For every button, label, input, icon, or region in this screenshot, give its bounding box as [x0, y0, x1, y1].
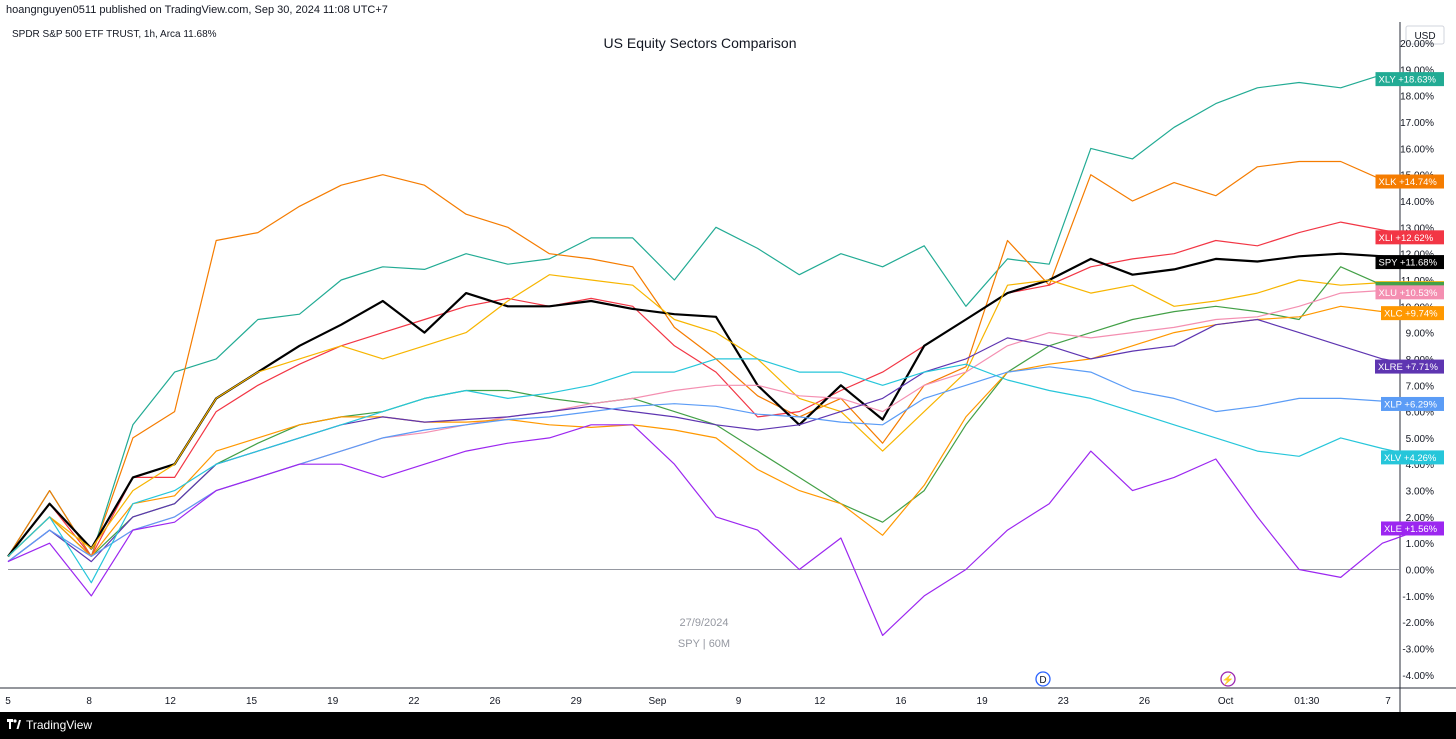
dividend-marker-label: D: [1039, 675, 1046, 686]
currency-button[interactable]: [1405, 25, 1445, 45]
x-tick-label: 8: [86, 696, 92, 707]
series-tag-xlv: XLV +4.26%: [1381, 450, 1444, 465]
chart-title: US Equity Sectors Comparison: [604, 35, 797, 51]
earnings-marker-label: ⚡: [1222, 673, 1234, 686]
series-line-xlc: [7, 305, 1425, 558]
x-tick-label: 12: [814, 696, 826, 707]
series-line-xlu: [7, 289, 1425, 563]
publish-info: hoangnguyen0511 published on TradingView…: [6, 4, 388, 16]
series-tag-bg: [1381, 396, 1444, 411]
series-tag-label: XLP +6.29%: [1384, 399, 1437, 410]
x-tick-label: 23: [1058, 696, 1070, 707]
x-tick-label: Sep: [649, 696, 667, 707]
y-tick-label: 5.00%: [1406, 434, 1434, 445]
series-tag-bg: [1375, 174, 1444, 189]
series-line-xlre: [7, 318, 1425, 563]
series-tag-spy: SPY +11.68%: [1375, 255, 1444, 270]
series-tag-bg: [1381, 306, 1444, 321]
series-tag-xlre: XLRE +7.71%: [1375, 359, 1444, 374]
y-tick-label: 18.00%: [1400, 92, 1434, 103]
x-tick-label: 12: [165, 696, 177, 707]
series-tag-label: XLY +18.63%: [1379, 75, 1437, 86]
chart-frame[interactable]: US Equity Sectors Comparison SPDR S&P 500…: [0, 22, 1456, 712]
x-tick-label: 26: [1139, 696, 1151, 707]
watermark-date: 27/9/2024: [680, 617, 729, 629]
series-tag-bg: [1375, 72, 1444, 87]
x-tick-label: 9: [736, 696, 742, 707]
series-tag-label: XLV +4.26%: [1384, 453, 1437, 464]
x-tick-label: 22: [408, 696, 420, 707]
x-tick-label: 26: [489, 696, 501, 707]
symbol-legend: SPDR S&P 500 ETF TRUST, 1h, Arca 11.68%: [12, 29, 217, 40]
y-tick-label: 7.00%: [1406, 381, 1434, 392]
series-tag-label: XLRE +7.71%: [1378, 362, 1438, 373]
y-tick-label: 13.00%: [1400, 223, 1434, 234]
x-tick-label: 15: [246, 696, 258, 707]
series-tag-xli: XLI +12.62%: [1375, 230, 1444, 245]
y-tick-label: 16.00%: [1400, 144, 1434, 155]
series-line-spy: [7, 252, 1425, 558]
series-tag-label: SPY +11.68%: [1379, 258, 1438, 269]
dividend-marker-icon[interactable]: [1035, 671, 1051, 687]
series-line-xlf: [7, 274, 1425, 557]
series-tag-xlk: XLK +14.74%: [1375, 174, 1444, 189]
series-tag-bg: [1375, 359, 1444, 374]
chart[interactable]: US Equity Sectors Comparison SPDR S&P 500…: [0, 22, 1456, 712]
x-tick-label: 7: [1385, 696, 1391, 707]
series-line-xlv: [7, 358, 1425, 584]
x-tick-label: 29: [571, 696, 583, 707]
y-tick-label: 6.00%: [1406, 408, 1434, 419]
y-tick-label: 2.00%: [1406, 513, 1434, 524]
x-tick-label: 19: [327, 696, 339, 707]
series-tag-bg: [1381, 521, 1444, 536]
series-tag-xlc: XLC +9.74%: [1381, 306, 1444, 321]
series-line-xle: [7, 424, 1425, 637]
y-tick-label: 9.00%: [1406, 329, 1434, 340]
series-tag-bg: [1375, 255, 1444, 270]
x-tick-label: 19: [977, 696, 989, 707]
series-tag-label: XLK +14.74%: [1379, 177, 1438, 188]
y-tick-label: 14.00%: [1400, 197, 1434, 208]
series-tag-label: XLU +10.53%: [1379, 288, 1438, 299]
x-tick-label: 01:30: [1294, 696, 1319, 707]
x-tick-label: Oct: [1218, 696, 1234, 707]
series-tag-xly: XLY +18.63%: [1375, 72, 1444, 87]
y-tick-label: -3.00%: [1402, 645, 1434, 656]
series-tag-bg: [1381, 450, 1444, 465]
y-tick-label: 1.00%: [1406, 539, 1434, 550]
y-tick-label: 20.00%: [1400, 39, 1434, 50]
series-tag-xlp: XLP +6.29%: [1381, 396, 1444, 411]
currency-label: USD: [1414, 31, 1435, 42]
earnings-marker-icon[interactable]: [1220, 671, 1236, 687]
y-tick-label: -4.00%: [1402, 671, 1434, 682]
series-line-xlb: [7, 266, 1425, 558]
x-tick-label: 16: [895, 696, 907, 707]
x-tick-label: 5: [5, 696, 11, 707]
series-tag-bg: [1375, 230, 1444, 245]
y-tick-label: -2.00%: [1402, 618, 1434, 629]
series-tag-label: XLI +12.62%: [1379, 233, 1434, 244]
y-tick-label: 0.00%: [1406, 566, 1434, 577]
series-tag-bg: [1375, 285, 1444, 300]
y-tick-label: 19.00%: [1400, 65, 1434, 76]
footer-bar: TradingView: [0, 712, 1456, 739]
y-tick-label: -1.00%: [1402, 592, 1434, 603]
watermark-symbol: SPY | 60M: [678, 638, 730, 650]
footer-brand: TradingView: [26, 718, 93, 732]
y-tick-label: 3.00%: [1406, 487, 1434, 498]
series-line-xli: [7, 221, 1425, 558]
series-tag-label: XLE +1.56%: [1384, 524, 1438, 535]
y-tick-label: 4.00%: [1406, 460, 1434, 471]
series-line-xly: [7, 73, 1425, 558]
series-tag-label: XLC +9.74%: [1384, 309, 1438, 320]
series-tag-xlu: XLU +10.53%: [1375, 285, 1444, 300]
y-tick-label: 17.00%: [1400, 118, 1434, 129]
tradingview-logo-icon: [7, 719, 21, 729]
series-tag-xle: XLE +1.56%: [1381, 521, 1444, 536]
publish-bar: hoangnguyen0511 published on TradingView…: [0, 0, 1456, 23]
